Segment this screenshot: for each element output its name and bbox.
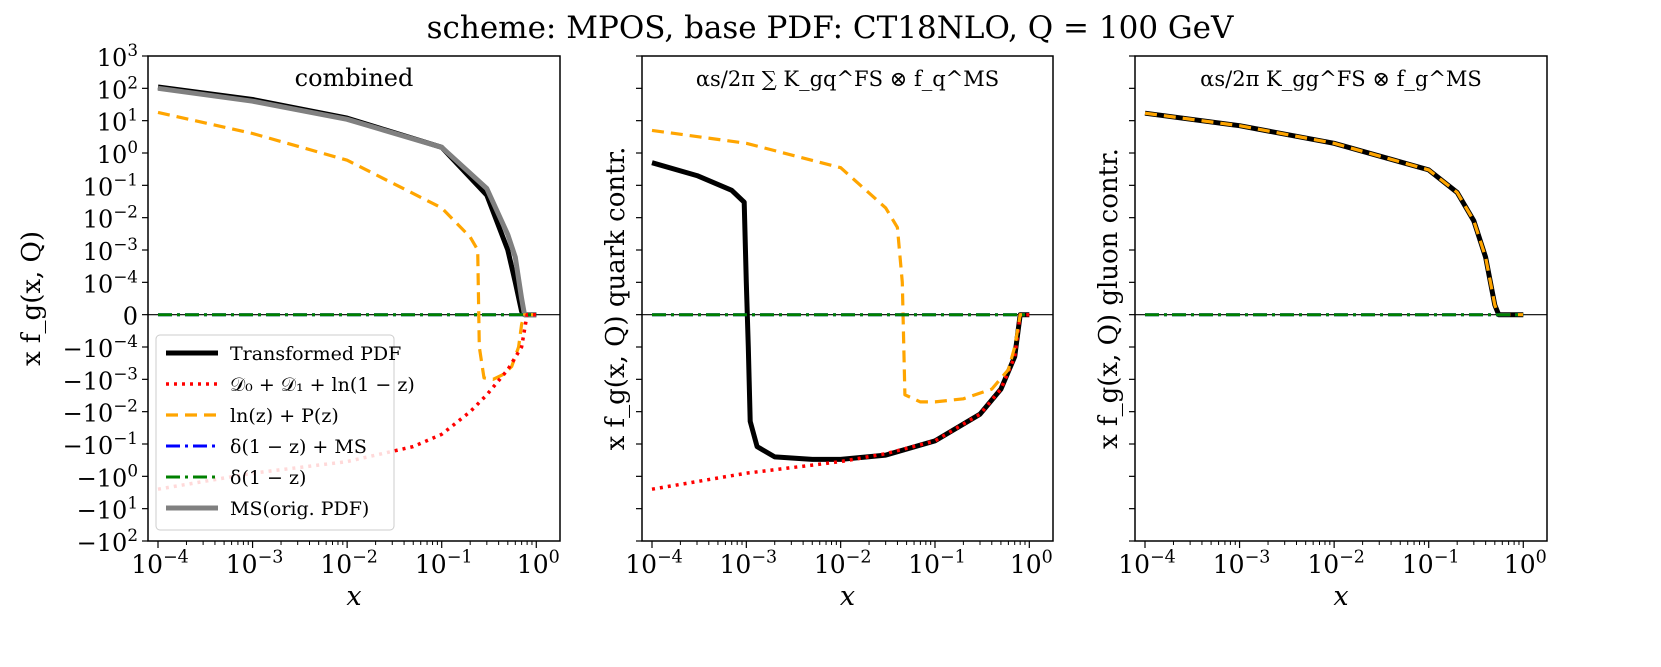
y-tick-label: 103 [97, 40, 138, 72]
y-tick-label: 102 [97, 72, 138, 104]
y-axis-label: x f_g(x, Q) [17, 231, 47, 366]
x-tick-label: 10−1 [908, 548, 966, 580]
x-tick-label: 100 [1010, 548, 1053, 580]
x-tick-label: 10−2 [320, 548, 378, 580]
figure-title: scheme: MPOS, base PDF: CT18NLO, Q = 100… [427, 10, 1234, 46]
panel-2: 10−4 10−3 10−2 10−1 100 x x f_g(x, Q) quark co… [601, 55, 1054, 612]
series--ln-1-z- [651, 312, 1030, 491]
y-tick-label: 10−4 [83, 266, 138, 298]
y-tick-label: −10−4 [63, 331, 138, 363]
panel-title: αs/2π ∑ K_gq^FS ⊗ f_q^MS [696, 67, 999, 91]
y-tick-label: 10−3 [83, 234, 138, 266]
panel-frame [641, 55, 1054, 542]
x-tick-label: 10−3 [226, 548, 284, 580]
y-tick-label: −10−3 [63, 363, 138, 395]
y-tick-label: 101 [97, 105, 138, 137]
x-axis-label: x [840, 581, 855, 612]
series--ln-1-z- [157, 312, 537, 491]
legend-label-d0d1: 𝒟₀ + 𝒟₁ + ln(1 − z) [230, 374, 415, 396]
x-tick-label: 100 [1504, 548, 1547, 580]
x-tick-label: 100 [517, 548, 560, 580]
series-transformed-pdf [651, 160, 1030, 462]
legend-label-delta_ms: δ(1 − z) + MS [230, 436, 367, 458]
series-ln-z-p-z- [651, 128, 1030, 404]
x-tick-label: 10−4 [625, 548, 683, 580]
x-tick-label: 10−2 [1307, 548, 1365, 580]
y-tick-label: −101 [77, 493, 138, 525]
panel-title: combined [295, 64, 414, 92]
panel-1: 10310210110010−110−210−310−40−10−4−10−3−… [17, 40, 561, 612]
y-axis-label: x f_g(x, Q) quark contr. [601, 147, 631, 451]
panel-frame [147, 55, 561, 542]
y-axis-label: x f_g(x, Q) gluon contr. [1094, 148, 1124, 449]
panel-frame [1134, 55, 1548, 542]
legend-label-msbar: MS(orig. PDF) [230, 498, 369, 520]
x-tick-label: 10−4 [131, 548, 189, 580]
y-tick-label: 100 [97, 137, 138, 169]
x-tick-label: 10−1 [1402, 548, 1460, 580]
x-tick-label: 10−1 [415, 548, 473, 580]
series-ln-z-p-z- [1144, 111, 1524, 317]
x-tick-label: 10−2 [814, 548, 872, 580]
panel-3: 10−4 10−3 10−2 10−1 100 x x f_g(x, Q) gluon co… [1094, 55, 1548, 612]
y-tick-label: −10−1 [63, 428, 138, 460]
legend-label-delta: δ(1 − z) [230, 467, 306, 489]
legend-label-transformed: Transformed PDF [230, 343, 401, 365]
legend: Transformed PDF 𝒟₀ + 𝒟₁ + ln(1 − z) ln(z) … [155, 334, 415, 531]
y-tick-label: 10−2 [83, 202, 138, 234]
y-tick-label: −10−2 [63, 396, 138, 428]
x-tick-label: 10−3 [720, 548, 778, 580]
y-tick-label: −102 [77, 525, 138, 557]
x-tick-label: 10−4 [1118, 548, 1176, 580]
y-tick-label: 0 [123, 303, 138, 331]
y-tick-label: −100 [77, 460, 138, 492]
x-axis-label: x [346, 581, 361, 612]
panel-title: αs/2π K_gg^FS ⊗ f_g^MS [1200, 67, 1482, 91]
legend-label-lnz: ln(z) + P(z) [230, 405, 339, 427]
y-tick-label: 10−1 [83, 169, 138, 201]
x-axis-label: x [1333, 581, 1348, 612]
x-tick-label: 10−3 [1213, 548, 1271, 580]
